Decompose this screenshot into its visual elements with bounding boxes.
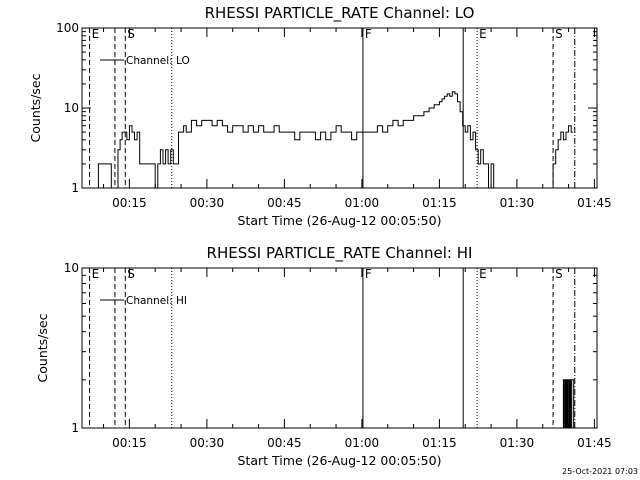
y-axis-label: Counts/sec bbox=[35, 313, 50, 382]
x-tick-label: 00:15 bbox=[112, 196, 147, 210]
x-tick-label: 01:45 bbox=[577, 436, 612, 450]
series-line bbox=[561, 379, 576, 429]
x-axis-label: Start Time (26-Aug-12 00:05:50) bbox=[238, 213, 442, 228]
x-tick-label: 01:45 bbox=[577, 196, 612, 210]
chart-title: RHESSI PARTICLE_RATE Channel: LO bbox=[205, 4, 475, 23]
panel-lo: RHESSI PARTICLE_RATE Channel: LO 00:15 00:… bbox=[28, 4, 612, 228]
marker-label: E bbox=[92, 267, 100, 281]
y-tick-label: 10 bbox=[64, 261, 79, 275]
marker-label: S bbox=[555, 267, 563, 281]
x-tick-label: 00:30 bbox=[190, 196, 225, 210]
x-axis-label: Start Time (26-Aug-12 00:05:50) bbox=[238, 453, 442, 468]
x-tick-label: 01:15 bbox=[422, 196, 457, 210]
chart-title: RHESSI PARTICLE_RATE Channel: HI bbox=[207, 244, 473, 263]
x-tick-label: 01:00 bbox=[345, 196, 380, 210]
marker-label: F bbox=[365, 27, 372, 41]
marker-label: S bbox=[127, 27, 135, 41]
y-tick-label: 10 bbox=[64, 101, 79, 115]
x-tick-label: 01:15 bbox=[422, 436, 457, 450]
panel-hi: RHESSI PARTICLE_RATE Channel: HI 00:15 00:… bbox=[35, 244, 612, 468]
y-tick-label: 1 bbox=[71, 421, 79, 435]
x-tick-label: 01:30 bbox=[500, 436, 535, 450]
legend-label: Channel: LO bbox=[126, 55, 190, 67]
x-tick-label: 00:45 bbox=[267, 436, 302, 450]
footer-timestamp: 25-Oct-2021 07:03 bbox=[562, 467, 638, 476]
marker-label: E bbox=[479, 267, 487, 281]
marker-label: F bbox=[365, 267, 372, 281]
x-tick-label: 01:30 bbox=[500, 196, 535, 210]
marker-label: E bbox=[92, 27, 100, 41]
marker-label: S bbox=[127, 267, 135, 281]
series-line bbox=[96, 91, 574, 189]
marker-label: E bbox=[479, 27, 487, 41]
marker-label: S bbox=[555, 27, 563, 41]
plot-frame bbox=[81, 267, 598, 429]
y-tick-label: 1 bbox=[71, 181, 79, 195]
y-axis-label: Counts/sec bbox=[28, 73, 43, 142]
x-tick-label: 00:45 bbox=[267, 196, 302, 210]
x-tick-label: 01:00 bbox=[345, 436, 380, 450]
y-tick-label: 100 bbox=[56, 21, 79, 35]
x-tick-label: 00:30 bbox=[190, 436, 225, 450]
legend-label: Channel: HI bbox=[126, 295, 187, 307]
x-tick-label: 00:15 bbox=[112, 436, 147, 450]
